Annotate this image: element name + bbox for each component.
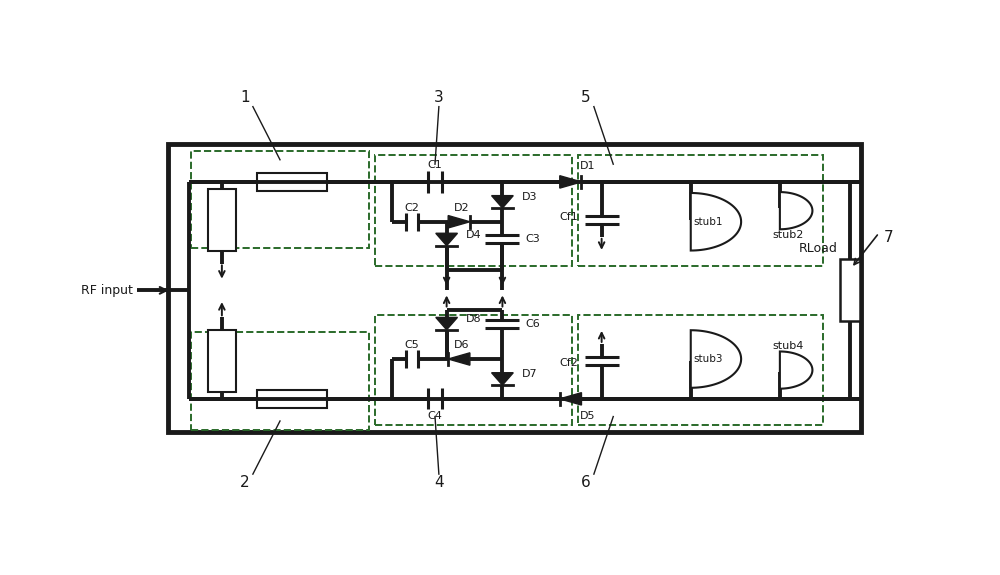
Bar — [257, 173, 326, 191]
Text: 7: 7 — [884, 230, 893, 245]
Polygon shape — [780, 351, 812, 389]
Bar — [375, 315, 572, 426]
Polygon shape — [492, 196, 513, 208]
Bar — [191, 332, 369, 430]
Text: 5: 5 — [581, 90, 591, 105]
Text: D1: D1 — [580, 162, 595, 171]
Text: stub3: stub3 — [694, 354, 723, 364]
Polygon shape — [560, 393, 581, 405]
Text: D7: D7 — [522, 370, 537, 380]
Bar — [578, 315, 822, 426]
Polygon shape — [691, 330, 741, 388]
Polygon shape — [448, 216, 470, 228]
Text: 2: 2 — [240, 476, 250, 490]
Bar — [578, 155, 822, 266]
Polygon shape — [560, 176, 581, 188]
Polygon shape — [492, 373, 513, 385]
Bar — [257, 390, 326, 408]
Text: D6: D6 — [454, 340, 469, 350]
Text: 3: 3 — [434, 90, 444, 105]
Bar — [375, 155, 572, 266]
Text: D5: D5 — [580, 411, 595, 421]
Text: stub4: stub4 — [772, 341, 803, 351]
Text: C1: C1 — [428, 160, 442, 170]
Text: stub2: stub2 — [772, 230, 803, 240]
Text: C5: C5 — [404, 340, 419, 350]
Text: D3: D3 — [522, 193, 537, 202]
Text: 4: 4 — [434, 476, 444, 490]
Text: stub1: stub1 — [694, 217, 723, 227]
Bar — [191, 151, 369, 248]
Polygon shape — [436, 317, 457, 330]
Polygon shape — [780, 192, 812, 229]
Bar — [168, 144, 861, 432]
Text: D2: D2 — [454, 202, 469, 213]
Bar — [208, 330, 236, 392]
Text: C4: C4 — [428, 411, 442, 421]
Polygon shape — [691, 193, 741, 251]
Text: 1: 1 — [240, 90, 250, 105]
Text: C2: C2 — [404, 202, 419, 213]
Text: Cf1: Cf1 — [560, 212, 578, 223]
Text: C6: C6 — [526, 319, 540, 328]
Text: D4: D4 — [466, 230, 482, 240]
Polygon shape — [448, 353, 470, 365]
Text: RF input: RF input — [81, 284, 133, 297]
Text: Cf2: Cf2 — [560, 358, 578, 369]
Text: RLoad: RLoad — [799, 242, 838, 255]
Text: 6: 6 — [581, 476, 591, 490]
Polygon shape — [436, 233, 457, 246]
Bar — [840, 259, 860, 321]
Text: D8: D8 — [466, 314, 482, 324]
Text: C3: C3 — [526, 235, 540, 244]
Bar — [208, 189, 236, 251]
